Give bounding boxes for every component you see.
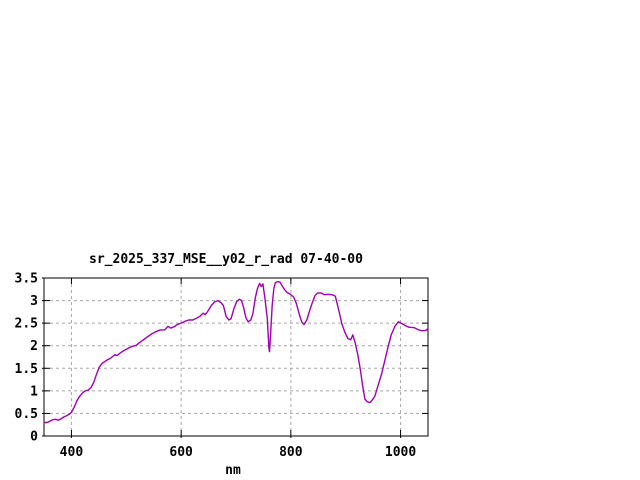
y-tick-label: 3	[30, 294, 38, 309]
chart-title: sr_2025_337_MSE__y02_r_rad 07-40-00	[89, 252, 363, 267]
plot-border	[43, 277, 429, 437]
x-tick-label: 800	[279, 445, 303, 460]
y-tick-label: 1.5	[15, 362, 38, 377]
x-tick-label: 400	[60, 445, 84, 460]
x-tick-label: 600	[169, 445, 193, 460]
y-tick-label: 0	[30, 430, 38, 445]
y-tick-label: 2.5	[15, 317, 38, 332]
y-tick-labels: 0 0.5 1 1.5 2 2.5 3 3.5	[15, 272, 39, 445]
x-tick-labels: 400 600 800 1000	[60, 445, 417, 460]
x-tick-label: 1000	[385, 445, 416, 460]
y-tick-label: 2	[30, 339, 38, 354]
y-tick-label: 1	[30, 384, 38, 399]
gridlines	[44, 278, 428, 436]
y-tick-label: 0.5	[15, 407, 38, 422]
spectrum-curve	[43, 280, 429, 424]
axis-ticks	[42, 277, 428, 438]
y-tick-label: 3.5	[15, 272, 38, 287]
x-axis-label: nm	[225, 463, 241, 478]
